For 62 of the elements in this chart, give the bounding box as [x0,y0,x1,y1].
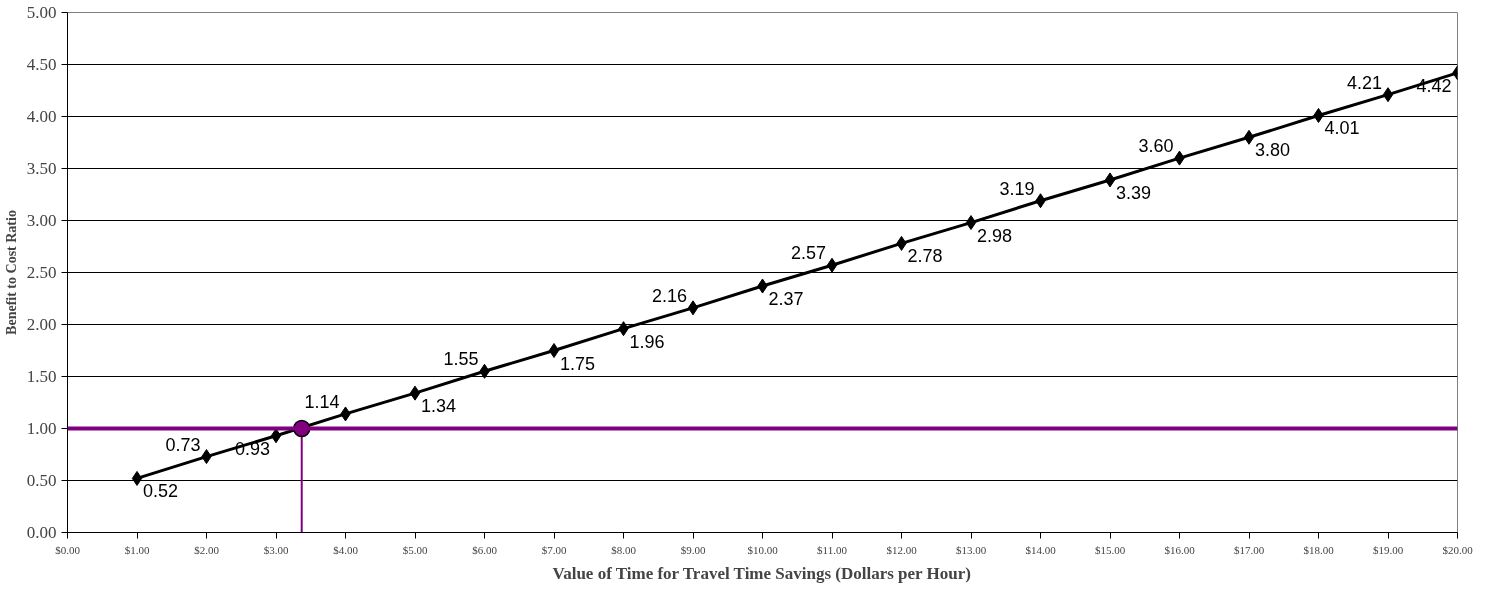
x-tick-label: $7.00 [541,543,567,556]
point [1104,172,1116,188]
point [548,343,560,358]
x-tick-label: $8.00 [611,543,637,556]
x-tick-label: $2.00 [194,543,220,556]
x-tick-label: $12.00 [886,543,918,556]
data-label: 3.19 [999,178,1035,199]
x-tick-label: $15.00 [1094,543,1126,556]
x-tick-label: $0.00 [55,543,81,556]
y-tick-label: 3.50 [26,159,57,178]
point [687,300,699,316]
x-tick-label: $19.00 [1372,543,1404,556]
y-tick-label: 1.50 [26,367,57,386]
y-tick-label: 1.00 [26,419,57,438]
data-label: 1.75 [560,353,596,374]
x-tick-label: $6.00 [472,543,498,556]
y-tick-label: 2.50 [26,263,57,282]
y-tick-label: 0.50 [26,471,57,490]
point [1382,87,1394,103]
x-tick-label: $10.00 [747,543,779,556]
x-tick-label: $16.00 [1164,543,1196,556]
x-tick-label: $13.00 [955,543,987,556]
data-label: 3.39 [1116,182,1152,203]
point [826,257,838,273]
y-tick-label: 2.00 [26,315,57,334]
y-tick-label: 4.00 [26,107,57,126]
x-tick-label: $11.00 [817,543,848,556]
data-label: 2.37 [768,289,804,310]
y-tick-label: 5.00 [26,3,57,22]
x-tick-label: $4.00 [333,543,359,556]
y-tick-label: 0.00 [26,523,57,542]
data-label: 3.60 [1138,136,1174,157]
data-label: 1.34 [421,396,457,417]
x-tick-label: $1.00 [124,543,150,556]
x-tick-label: $14.00 [1025,543,1057,556]
data-label: 3.80 [1255,140,1291,161]
point [965,215,977,231]
point [1243,129,1255,145]
data-label: 2.16 [651,285,688,306]
x-tick-label: $20.00 [1442,543,1474,556]
y-tick-label: 4.50 [26,55,57,74]
x-tick-label: $9.00 [680,543,706,556]
x-tick-label: $5.00 [402,543,428,556]
y-tick-label: 3.00 [26,211,57,230]
data-label: 0.52 [143,481,179,502]
data-label: 2.78 [907,246,943,267]
data-label: 2.57 [790,243,827,264]
data-label: 0.73 [165,434,201,455]
data-label: 4.01 [1324,118,1360,139]
x-axis-title: Value of Time for Travel Time Savings (Dollars per Hour) [552,563,972,583]
point [270,428,282,444]
data-label: 2.98 [977,225,1013,246]
data-label: 4.21 [1346,72,1383,93]
point [131,470,143,486]
point [409,385,421,401]
data-label: 1.55 [443,349,479,370]
y-axis-title: Benefit to Cost Ratio [3,210,19,335]
x-tick-label: $17.00 [1233,543,1265,556]
x-tick-label: $3.00 [263,543,289,556]
data-label: 1.14 [304,391,340,412]
x-tick-label: $18.00 [1303,543,1335,556]
data-label: 1.96 [629,331,665,352]
